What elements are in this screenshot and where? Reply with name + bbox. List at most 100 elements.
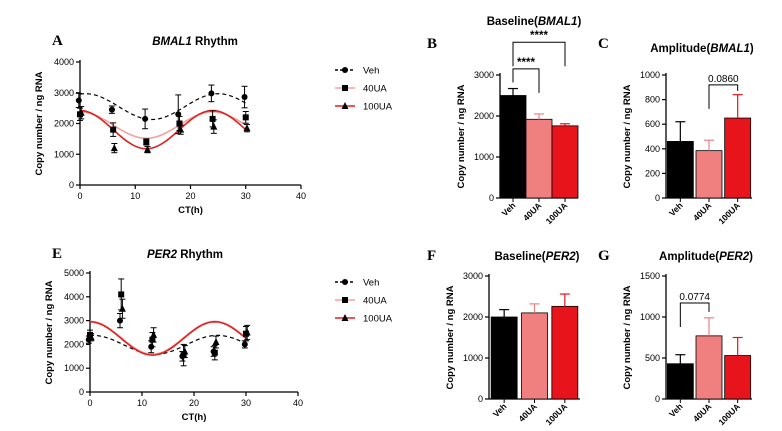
y-tick-label: 600 [645,119,660,129]
fit-curve-40UA [79,110,247,140]
panel-A: A BMAL1 Rhythm 0 1000 2000 3000 4000 Copy numbe… [34,33,393,216]
data-point-40UA [110,126,117,133]
title-prefix: Amplitude( [659,251,719,263]
y-tick-label: 3000 [463,271,483,281]
x-tick-label: 10 [130,191,140,201]
data-point-Veh [117,317,123,324]
panel-G: G Amplitude(PER2) 0 500 1000 1500 Copy number … [598,248,753,427]
x-tick-label: 20 [185,191,195,201]
panel-letter: A [52,33,63,49]
chart-title: Amplitude(PER2) [659,251,753,263]
x-tick-label: 30 [241,398,251,408]
legend-marker [341,314,349,321]
legend-label: 40UA [363,84,387,95]
y-tick-label: 4000 [64,292,84,302]
y-tick-label: 1000 [463,353,483,363]
x-tick-label: 10 [137,398,147,408]
data-point-40UA [242,114,249,121]
data-point-100UA [243,328,251,336]
title-gene: BMAL1 [152,36,192,48]
y-tick-label: 1000 [54,149,74,159]
data-point-100UA [118,304,126,312]
y-axis-label: Copy number / ng RNA [445,285,456,389]
category-label: Veh [500,200,518,218]
panel-letter: B [427,36,437,52]
fit-curve-Veh [90,334,247,356]
bar-100UA [724,117,752,199]
data-point-100UA [243,124,251,132]
y-axis-label: Copy number / ng RNA [622,285,633,389]
title-gene: PER2 [147,249,178,261]
category-label: Veh [491,401,509,419]
title-suffix: ) [577,16,581,28]
x-tick-label: 0 [77,191,82,201]
legend-marker [341,102,349,109]
y-tick-label: 2000 [54,119,74,129]
panel-E: E PER2 Rhythm 0 1000 2000 3000 4000 5000 Copy nu… [44,246,393,423]
significance-bracket [512,41,566,67]
legend-marker [342,279,348,285]
y-tick-label: 0 [655,394,660,404]
y-tick-label: 500 [645,353,660,363]
bar-40UA [525,118,553,199]
data-point-Veh [108,106,115,113]
y-tick-label: 2000 [463,312,483,322]
category-label: Veh [667,401,685,419]
bar-40UA [521,312,548,400]
y-tick-label: 3000 [54,88,74,98]
data-point-40UA [149,336,156,343]
y-tick-label: 1000 [640,70,660,80]
legend-label: 100UA [363,314,393,325]
data-point-100UA [77,108,85,116]
panel-letter: G [598,248,610,264]
title-suffix: ) [576,251,580,263]
y-axis-label: Copy number / ng RNA [34,71,45,175]
significance-label: **** [517,57,535,69]
y-tick-label: 0 [655,193,660,203]
bar-100UA [551,125,579,199]
data-point-Veh [175,111,182,118]
data-point-40UA [87,331,93,338]
y-tick-label: 1500 [640,271,660,281]
category-label: Veh [667,200,685,218]
data-point-Veh [142,115,149,122]
y-tick-label: 3000 [64,316,84,326]
title-prefix: Baseline( [487,16,538,28]
legend-marker [342,67,348,73]
data-point-100UA [212,338,220,346]
bar-100UA [724,355,752,400]
significance-bracket [679,302,710,328]
panel-letter: E [52,246,62,262]
title-gene: BMAL1 [710,43,750,55]
y-tick-label: 200 [645,168,660,178]
y-axis-label: Copy number / ng RNA [456,84,467,188]
title-gene: BMAL1 [538,16,578,28]
y-tick-label: 1000 [474,152,494,162]
data-point-40UA [143,138,150,145]
title-suffix: ) [749,251,753,263]
data-point-100UA [210,122,218,130]
y-tick-label: 800 [645,95,660,105]
y-tick-label: 0 [489,193,494,203]
data-point-40UA [176,120,183,127]
y-tick-label: 0 [69,180,74,190]
panel-letter: C [598,36,609,52]
y-axis-label: Copy number / ng RNA [44,280,55,384]
data-point-Veh [241,341,248,348]
data-point-100UA [144,145,151,153]
category-label: 100UA [716,200,742,226]
title-suffix: Rhythm [177,249,223,261]
category-label: 100UA [716,401,742,427]
x-tick-label: 30 [241,191,251,201]
chart-title: Baseline(BMAL1) [487,16,582,28]
y-tick-label: 5000 [64,268,84,278]
bar-Veh [490,316,518,400]
category-label: 100UA [543,401,569,427]
fit-curve-100UA [79,109,247,150]
data-point-100UA [177,125,185,133]
fit-curve-100UA [89,320,247,356]
bar-Veh [499,95,527,199]
title-suffix: Rhythm [192,36,238,48]
title-gene: PER2 [719,251,750,263]
